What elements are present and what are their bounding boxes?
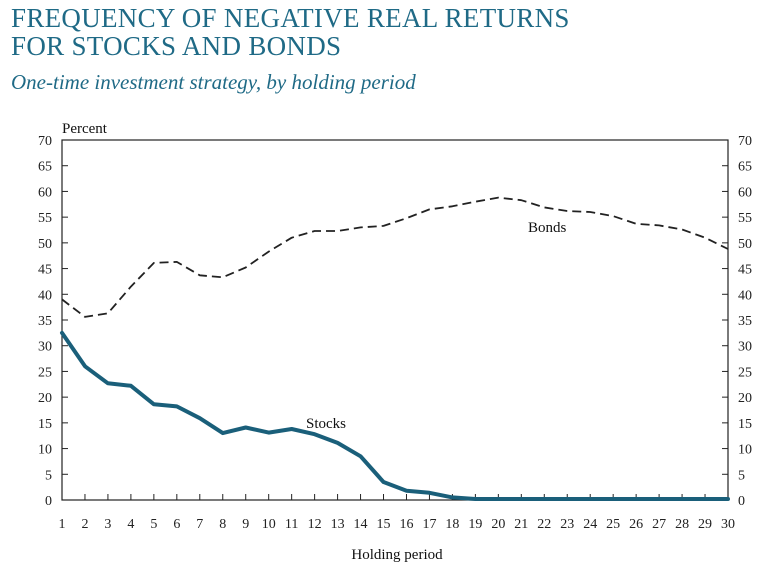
y-tick-label-right-10: 10 xyxy=(738,443,752,458)
x-tick-label-30: 30 xyxy=(721,517,735,532)
x-tick-label-3: 3 xyxy=(104,517,111,532)
x-tick-label-1: 1 xyxy=(59,517,66,532)
x-tick-label-19: 19 xyxy=(468,517,482,532)
y-tick-label-right-30: 30 xyxy=(738,340,752,355)
y-tick-label-right-70: 70 xyxy=(738,134,752,149)
y-tick-label-right-45: 45 xyxy=(738,263,752,278)
y-tick-label-right-0: 0 xyxy=(738,494,745,509)
x-tick-label-8: 8 xyxy=(219,517,226,532)
y-tick-label-left-50: 50 xyxy=(38,237,52,252)
x-tick-label-28: 28 xyxy=(675,517,689,532)
y-tick-label-left-45: 45 xyxy=(38,263,52,278)
y-tick-label-right-35: 35 xyxy=(738,314,752,329)
plot-area-frame xyxy=(61,139,729,501)
series-layer xyxy=(60,196,730,501)
chart-subtitle: One-time investment strategy, by holding… xyxy=(11,70,416,94)
y-tick-label-left-25: 25 xyxy=(38,365,52,380)
y-tick-label-right-55: 55 xyxy=(738,211,752,226)
x-tick-label-23: 23 xyxy=(560,517,574,532)
x-tick-label-22: 22 xyxy=(537,517,551,532)
x-tick-label-12: 12 xyxy=(308,517,322,532)
x-tick-label-16: 16 xyxy=(399,517,413,532)
y-tick-label-right-60: 60 xyxy=(738,185,752,200)
y-tick-label-right-5: 5 xyxy=(738,468,745,483)
y-tick-label-left-0: 0 xyxy=(45,494,52,509)
x-axis-title: Holding period xyxy=(351,547,443,563)
y-tick-label-right-20: 20 xyxy=(738,391,752,406)
y-tick-label-right-25: 25 xyxy=(738,365,752,380)
y-tick-label-left-15: 15 xyxy=(38,417,52,432)
x-tick-label-25: 25 xyxy=(606,517,620,532)
x-tick-label-6: 6 xyxy=(173,517,180,532)
series-line-stocks xyxy=(60,330,730,501)
x-tick-label-17: 17 xyxy=(422,517,436,532)
y-tick-label-left-10: 10 xyxy=(38,443,52,458)
y-tick-label-right-40: 40 xyxy=(738,288,752,303)
y-tick-label-left-30: 30 xyxy=(38,340,52,355)
series-line-bonds xyxy=(61,196,729,318)
y-tick-label-right-15: 15 xyxy=(738,417,752,432)
x-tick-label-7: 7 xyxy=(196,517,203,532)
x-tick-label-15: 15 xyxy=(377,517,391,532)
x-tick-label-20: 20 xyxy=(491,517,505,532)
x-tick-label-5: 5 xyxy=(150,517,157,532)
y-tick-label-right-50: 50 xyxy=(738,237,752,252)
y-tick-label-left-20: 20 xyxy=(38,391,52,406)
chart-title: FREQUENCY OF NEGATIVE REAL RETURNS FOR S… xyxy=(11,4,570,60)
series-label-stocks: Stocks xyxy=(306,416,346,432)
y-tick-label-left-60: 60 xyxy=(38,185,52,200)
y-tick-label-left-5: 5 xyxy=(45,468,52,483)
chart-title-line-2: FOR STOCKS AND BONDS xyxy=(11,31,342,61)
series-label-bonds: Bonds xyxy=(528,220,567,236)
x-tick-label-9: 9 xyxy=(242,517,249,532)
x-tick-label-29: 29 xyxy=(698,517,712,532)
x-axis-ticks: 1 2 3 4 5 6 7 8 9 10 11 12 13 14 15 16 17 18 19 20 21 22 23 24 2… xyxy=(59,494,735,532)
x-tick-label-13: 13 xyxy=(331,517,345,532)
y-tick-label-left-55: 55 xyxy=(38,211,52,226)
x-tick-label-10: 10 xyxy=(262,517,276,532)
x-tick-label-27: 27 xyxy=(652,517,666,532)
x-tick-label-24: 24 xyxy=(583,517,597,532)
x-tick-label-14: 14 xyxy=(354,517,368,532)
y-tick-label-left-40: 40 xyxy=(38,288,52,303)
x-tick-label-26: 26 xyxy=(629,517,643,532)
y-tick-label-left-35: 35 xyxy=(38,314,52,329)
y-axis-title: Percent xyxy=(62,121,108,137)
y-tick-label-right-65: 65 xyxy=(738,160,752,175)
y-tick-label-left-65: 65 xyxy=(38,160,52,175)
x-tick-label-21: 21 xyxy=(514,517,528,532)
x-tick-label-4: 4 xyxy=(127,517,134,532)
x-tick-label-2: 2 xyxy=(81,517,88,532)
x-tick-label-11: 11 xyxy=(285,517,298,532)
chart-title-line-1: FREQUENCY OF NEGATIVE REAL RETURNS xyxy=(11,3,570,33)
x-tick-label-18: 18 xyxy=(445,517,459,532)
y-tick-label-left-70: 70 xyxy=(38,134,52,149)
